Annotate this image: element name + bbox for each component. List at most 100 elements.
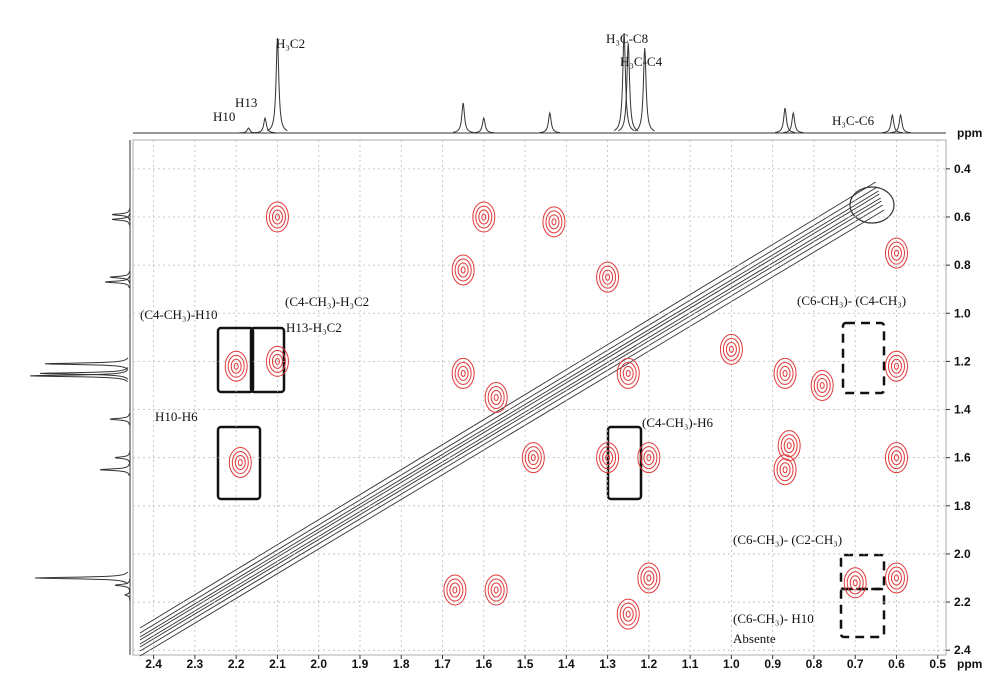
annotation: H10-H6 bbox=[155, 409, 198, 424]
x-tick-label: 2.3 bbox=[187, 657, 204, 671]
annotation: H₃C-C8 bbox=[606, 31, 648, 46]
y-tick-label: 1.4 bbox=[954, 403, 971, 417]
cross-peak bbox=[484, 382, 508, 413]
x-tick-label: 1.6 bbox=[475, 657, 492, 671]
cross-peak bbox=[446, 578, 464, 602]
cross-peak bbox=[782, 369, 788, 377]
cross-peak bbox=[810, 369, 834, 401]
x-tick-label: 1.1 bbox=[682, 657, 699, 671]
x-tick-label: 2.2 bbox=[228, 657, 245, 671]
cross-peak bbox=[884, 442, 908, 474]
cross-peak bbox=[637, 562, 661, 594]
cross-peak bbox=[457, 262, 469, 278]
diagonal-contour bbox=[139, 181, 877, 629]
projection-peak bbox=[29, 369, 128, 383]
cross-peak bbox=[893, 249, 899, 257]
cross-peak bbox=[454, 258, 472, 282]
cross-peak bbox=[719, 333, 743, 365]
projection-peak bbox=[539, 111, 560, 133]
cross-peak bbox=[887, 446, 905, 470]
cross-peak bbox=[884, 350, 908, 382]
cross-peak bbox=[230, 358, 242, 374]
cross-peak bbox=[521, 442, 545, 474]
cross-peak bbox=[887, 241, 905, 265]
boxes bbox=[216, 321, 886, 639]
cross-peak bbox=[493, 394, 499, 401]
y-tick-label: 0.4 bbox=[954, 162, 971, 176]
cross-peak bbox=[460, 266, 466, 274]
cross-peak bbox=[637, 442, 661, 474]
cross-peak bbox=[227, 354, 245, 378]
x-tick-label: 2.1 bbox=[269, 657, 286, 671]
cross-peak bbox=[548, 214, 560, 230]
cross-peak bbox=[602, 450, 614, 466]
y-tick-label: 1.2 bbox=[954, 354, 971, 368]
annotation: H₃C-C6 bbox=[832, 113, 875, 128]
cross-peak bbox=[478, 209, 490, 225]
annotation: (C4-CH₃)-H10 bbox=[140, 307, 217, 322]
projection-peak bbox=[114, 451, 131, 464]
diagonal-contour bbox=[139, 197, 881, 645]
cross-peak bbox=[605, 273, 611, 281]
cross-peak bbox=[773, 357, 797, 389]
cross-peak bbox=[454, 361, 472, 385]
cross-peak bbox=[451, 254, 475, 286]
cross-peak bbox=[884, 562, 908, 594]
plot-frame bbox=[132, 139, 947, 656]
cross-peak bbox=[622, 606, 634, 622]
cross-peak bbox=[545, 210, 563, 234]
diagonal-contour bbox=[139, 200, 882, 648]
cross-peak bbox=[890, 245, 902, 261]
cross-peak bbox=[773, 454, 797, 486]
diagonal-contour bbox=[139, 209, 885, 657]
cross-peak bbox=[493, 586, 499, 594]
cross-peak bbox=[224, 350, 248, 382]
cross-peak bbox=[884, 237, 908, 269]
projection-peak bbox=[34, 571, 129, 585]
cross-peak bbox=[524, 446, 542, 470]
projection-peak bbox=[453, 102, 474, 133]
cross-peak bbox=[449, 582, 461, 598]
cross-peak bbox=[616, 598, 640, 630]
cross-peak bbox=[619, 602, 637, 626]
diagonal-contour bbox=[139, 204, 883, 652]
annotation: H13-H₃C2 bbox=[286, 320, 342, 335]
cross-peak bbox=[725, 341, 737, 357]
y-tick-label: 0.8 bbox=[954, 258, 971, 272]
cross-peak bbox=[779, 365, 791, 381]
projection-peak bbox=[39, 367, 129, 380]
cross-peak bbox=[893, 362, 899, 370]
annotation: H10 bbox=[213, 109, 235, 124]
x-tick-label: 0.7 bbox=[847, 657, 864, 671]
x-tick-label: 1.9 bbox=[352, 657, 369, 671]
cross-peak bbox=[443, 574, 467, 606]
y-tick-label: 0.6 bbox=[954, 210, 971, 224]
cross-peak bbox=[228, 446, 252, 478]
cross-peak bbox=[625, 610, 631, 618]
y-tick-label: 2.0 bbox=[954, 547, 971, 561]
projection-peak bbox=[255, 116, 276, 134]
cross-peak bbox=[234, 454, 246, 470]
x-tick-label: 0.8 bbox=[806, 657, 823, 671]
cross-peak bbox=[460, 369, 466, 377]
cross-peak bbox=[783, 438, 795, 454]
y-tick-label: 1.8 bbox=[954, 499, 971, 513]
projection-peak bbox=[104, 275, 130, 289]
cross-peak bbox=[265, 201, 289, 233]
cross-peak bbox=[599, 265, 617, 289]
y-tick-label: 2.2 bbox=[954, 595, 971, 609]
cross-peak bbox=[779, 462, 791, 478]
projection-peak bbox=[111, 213, 131, 226]
cross-peak bbox=[893, 454, 899, 462]
cross-peak bbox=[622, 365, 634, 381]
x-tick-label: 0.5 bbox=[929, 657, 946, 671]
box bbox=[606, 425, 643, 501]
cross-peak bbox=[619, 361, 637, 385]
cross-peak bbox=[843, 567, 867, 599]
cross-peak bbox=[268, 349, 286, 373]
projection-peak bbox=[109, 413, 130, 426]
cross-peak bbox=[490, 582, 502, 598]
cross-peak bbox=[849, 575, 861, 591]
cross-peak bbox=[640, 446, 658, 470]
